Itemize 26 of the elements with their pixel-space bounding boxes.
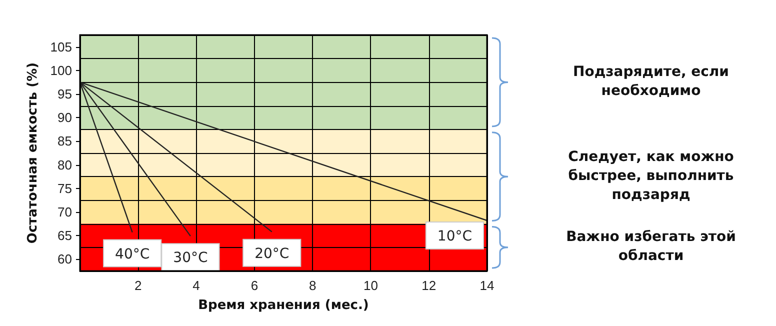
y-tick-label: 65 — [58, 228, 72, 244]
y-tick-label: 95 — [58, 86, 72, 102]
y-axis-title: Остаточная емкость (%) — [25, 62, 40, 244]
x-tick-label: 10 — [363, 278, 378, 293]
series-label: 10°C — [437, 228, 472, 244]
x-tick-label: 6 — [250, 278, 258, 293]
y-tick-label: 80 — [58, 157, 72, 172]
text: Следует, как можно быстрее, выполнить подзаряд — [567, 148, 735, 206]
series-label: 20°C — [254, 246, 290, 262]
x-axis-title: Время хранения (мес.) — [198, 298, 369, 313]
y-tick-label: 70 — [58, 204, 72, 220]
x-tick-label: 2 — [134, 278, 142, 293]
y-tick-label: 85 — [58, 134, 72, 149]
y-tick-label: 105 — [50, 39, 72, 54]
series-label: 40°C — [115, 246, 150, 262]
text: Подзарядите, если необходимо — [572, 63, 730, 102]
y-tick-label: 100 — [50, 62, 72, 78]
y-tick-label: 90 — [58, 110, 72, 126]
y-tick-label: 75 — [58, 180, 72, 196]
x-tick-label: 8 — [308, 278, 316, 293]
y-tick-label: 60 — [58, 252, 72, 267]
x-tick-label: 12 — [422, 278, 436, 293]
series-label: 30°C — [173, 250, 208, 266]
x-tick-label: 14 — [480, 278, 494, 293]
x-tick-label: 4 — [192, 278, 200, 293]
text: Важно избегать этой области — [565, 228, 737, 266]
